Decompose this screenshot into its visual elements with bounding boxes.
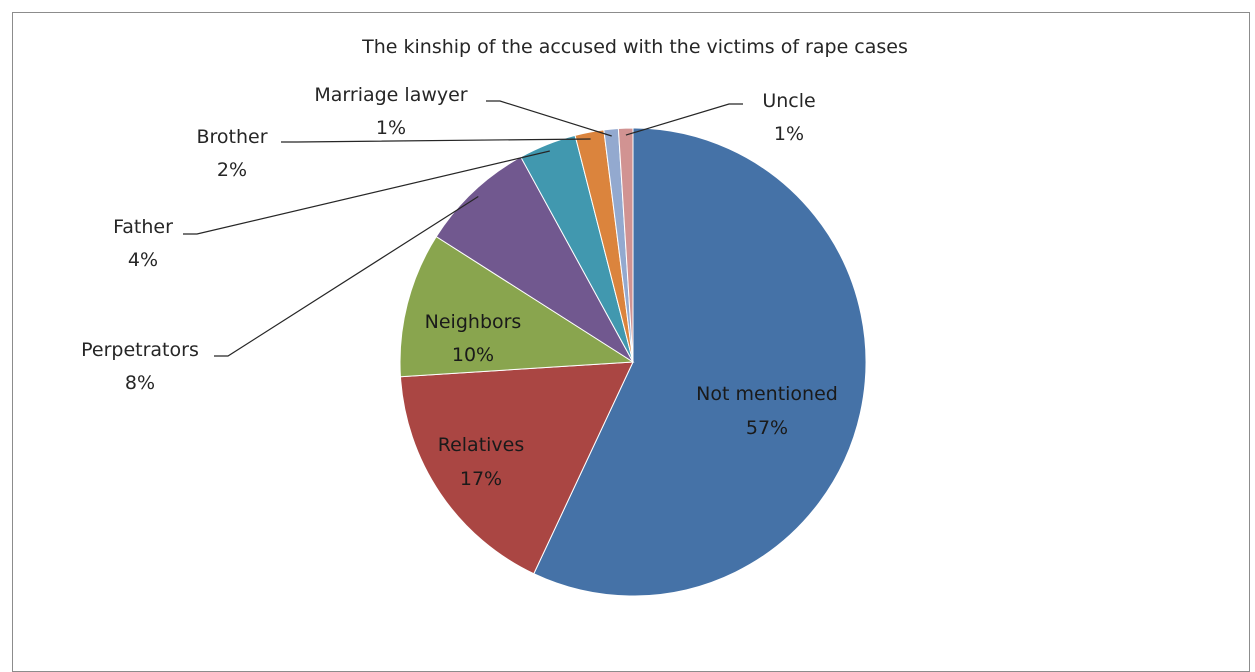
leader-line-marriage-lawyer — [486, 100, 612, 137]
slice-label-not-mentioned: Not mentioned — [696, 383, 838, 405]
slice-value-not-mentioned: 57% — [746, 417, 788, 439]
slice-value-neighbors: 10% — [452, 344, 494, 366]
slice-label-uncle: Uncle — [762, 90, 815, 112]
slice-value-uncle: 1% — [774, 123, 804, 145]
slice-label-father: Father — [113, 216, 173, 238]
pie-slices — [399, 127, 867, 597]
pie-chart: The kinship of the accused with the vict… — [81, 36, 908, 597]
leader-line-uncle — [625, 103, 743, 136]
slice-value-relatives: 17% — [460, 468, 502, 490]
slice-not-mentioned — [533, 127, 867, 597]
leader-line-brother — [281, 138, 591, 143]
leader-line-perpetrators — [214, 195, 479, 357]
slice-value-father: 4% — [128, 249, 158, 271]
slice-value-marriage-lawyer: 1% — [376, 117, 406, 139]
chart-title: The kinship of the accused with the vict… — [361, 36, 908, 58]
leader-lines — [183, 100, 743, 357]
slice-neighbors — [399, 235, 635, 378]
slice-relatives — [399, 361, 634, 575]
slice-label-marriage-lawyer: Marriage lawyer — [314, 84, 467, 106]
slice-label-brother: Brother — [196, 126, 267, 148]
slice-label-relatives: Relatives — [438, 434, 525, 456]
leader-line-father — [183, 150, 550, 235]
slice-label-neighbors: Neighbors — [425, 311, 522, 333]
slice-value-brother: 2% — [217, 159, 247, 181]
slice-label-perpetrators: Perpetrators — [81, 339, 199, 361]
slice-uncle — [617, 127, 634, 363]
slice-value-perpetrators: 8% — [125, 372, 155, 394]
